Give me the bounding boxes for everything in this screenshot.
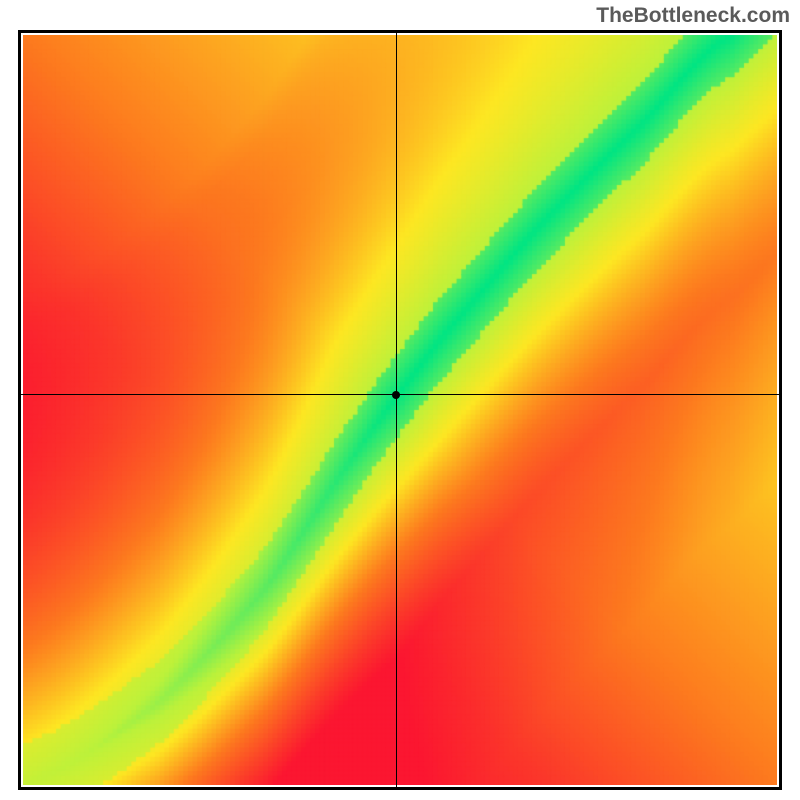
plot-frame — [18, 30, 782, 790]
crosshair-vertical — [396, 33, 397, 787]
watermark-text: TheBottleneck.com — [596, 4, 790, 28]
chart-container: TheBottleneck.com — [0, 0, 800, 800]
heatmap-canvas — [23, 35, 777, 785]
